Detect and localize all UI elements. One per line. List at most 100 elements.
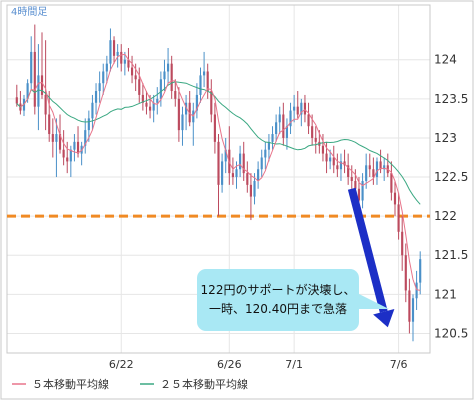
candle-body xyxy=(411,298,415,322)
candle-body xyxy=(253,180,256,197)
candle-body xyxy=(130,67,134,76)
candle-body xyxy=(206,71,209,92)
candle-body xyxy=(311,126,314,138)
candle-body xyxy=(127,59,130,68)
legend: ５本移動平均線 ２５本移動平均線 xyxy=(12,377,248,391)
candle-body xyxy=(271,134,274,142)
moving-averages xyxy=(16,53,421,291)
candle-body xyxy=(368,165,371,170)
candle-body xyxy=(278,114,281,123)
candle-body xyxy=(329,157,332,162)
candle-body xyxy=(94,91,98,103)
x-tick-label: 7/1 xyxy=(285,358,303,371)
candle-body xyxy=(375,161,379,178)
legend-label: ５本移動平均線 xyxy=(32,377,109,391)
candle-body xyxy=(91,102,94,119)
candle-body xyxy=(84,130,87,146)
candle-body xyxy=(354,180,357,189)
candle-body xyxy=(15,97,18,104)
candle-body xyxy=(397,204,400,232)
candle-body xyxy=(48,114,51,135)
candle-body xyxy=(210,91,213,115)
candle-body xyxy=(170,63,173,92)
candle-body xyxy=(199,75,202,95)
candle-body xyxy=(365,165,368,181)
candle-body xyxy=(325,153,328,162)
candle-body xyxy=(163,71,166,80)
candle-body xyxy=(55,134,58,142)
candle-body xyxy=(213,114,216,142)
plot-frame xyxy=(6,4,431,354)
candle-body xyxy=(415,282,418,299)
candle-body xyxy=(58,134,62,150)
down-arrow xyxy=(347,187,395,328)
candle-body xyxy=(379,161,382,170)
candle-body xyxy=(332,157,335,166)
candle-body xyxy=(239,153,242,170)
candle-body xyxy=(166,63,170,72)
y-tick-label: 123.5 xyxy=(434,92,468,106)
candle-body xyxy=(321,145,325,154)
candle-body xyxy=(408,290,411,322)
candle-body xyxy=(246,173,249,185)
candle-body xyxy=(390,173,393,193)
candle-body xyxy=(275,122,278,135)
y-tick-label: 121.5 xyxy=(434,248,468,262)
candle-body xyxy=(76,141,80,154)
candle-body xyxy=(307,114,310,127)
candle-body xyxy=(112,40,116,56)
candle-body xyxy=(350,177,353,181)
candle-body xyxy=(116,51,119,56)
candle-body xyxy=(314,137,317,142)
candle-body xyxy=(257,169,260,181)
candle-body xyxy=(123,59,126,64)
y-tick-label: 124 xyxy=(434,53,457,67)
candle-body xyxy=(267,141,271,150)
candle-body xyxy=(109,40,112,64)
candle-body xyxy=(347,165,350,178)
candle-body xyxy=(156,98,159,103)
ma25-line xyxy=(16,81,421,205)
candle-body xyxy=(159,79,162,99)
candle-body xyxy=(383,165,386,170)
candle-body xyxy=(37,75,40,107)
annotation-callout: 122円のサポートが決壊し、一時、120.40円まで急落 xyxy=(197,269,389,331)
candle-body xyxy=(242,153,245,174)
candle-body xyxy=(134,75,137,80)
x-axis: 6/22 6/26 7/1 7/6 xyxy=(109,358,408,371)
candle-body xyxy=(185,102,188,115)
candle-body xyxy=(102,71,105,84)
candle-body xyxy=(293,106,296,111)
candle-body xyxy=(336,165,339,170)
candle-body xyxy=(33,51,36,107)
candle-body xyxy=(249,184,252,197)
candle-body xyxy=(66,157,69,162)
candle-body xyxy=(289,110,292,127)
candle-body xyxy=(141,94,144,103)
candle-body xyxy=(235,169,238,178)
candle-body xyxy=(282,114,285,138)
candle-body xyxy=(401,231,404,256)
candle-body xyxy=(145,102,148,107)
y-tick-label: 123 xyxy=(434,131,457,145)
candle-body xyxy=(73,141,76,150)
candle-body xyxy=(203,71,206,76)
candle-body xyxy=(260,157,263,170)
candle-body xyxy=(98,83,101,92)
y-tick-label: 120.5 xyxy=(434,326,468,340)
candle-body xyxy=(26,83,29,99)
candle-body xyxy=(357,188,361,201)
candle-body xyxy=(224,149,227,162)
candle-body xyxy=(393,192,397,205)
arrow-shaft xyxy=(347,187,388,313)
candle-body xyxy=(372,169,375,178)
candle-body xyxy=(105,63,108,72)
ma5-line xyxy=(20,53,421,291)
candle-body xyxy=(120,51,123,64)
callout-box xyxy=(197,269,359,331)
candle-body xyxy=(40,75,44,95)
callout-text-line: 一時、120.40円まで急落 xyxy=(209,301,347,316)
candle-body xyxy=(303,102,307,115)
